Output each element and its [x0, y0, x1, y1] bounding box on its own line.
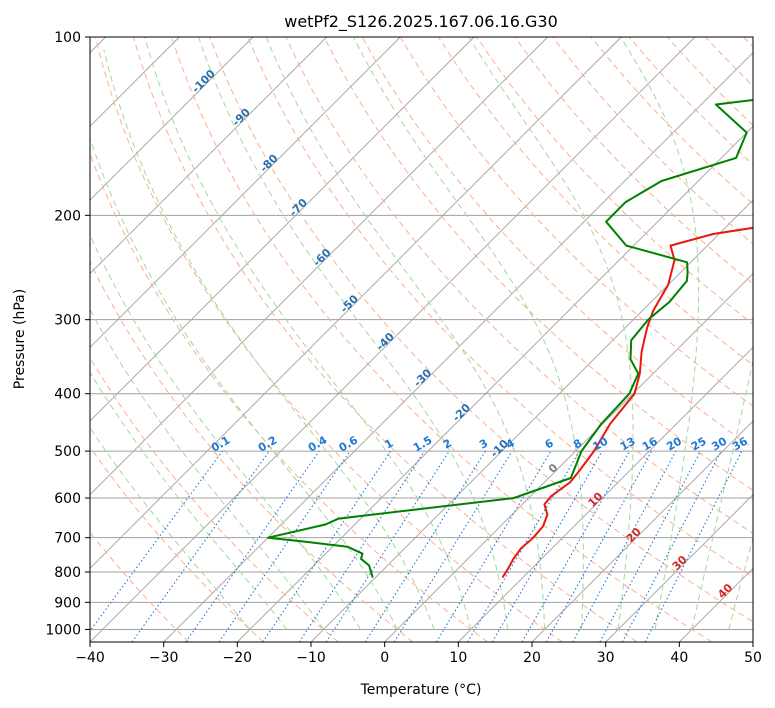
y-tick-label: 400: [54, 387, 81, 403]
sounding-profiles: [267, 99, 753, 578]
mixing-ratio-line: [435, 450, 552, 642]
isotherm-line: [90, 37, 475, 422]
moist-adiabat-line: [90, 233, 361, 630]
mixing-ratio-line: [491, 450, 603, 642]
moist-adiabat-line: [728, 536, 753, 630]
isotherm-line: [237, 125, 753, 642]
y-tick-label: 1000: [45, 622, 81, 638]
dry-adiabat-line: [171, 37, 712, 642]
moist-adiabat-line: [265, 37, 546, 630]
mixing-ratio-line: [185, 450, 320, 642]
isotherm-line: [90, 37, 327, 275]
moist-adiabat-line: [103, 49, 435, 630]
dry-adiabat-line: [247, 37, 753, 578]
x-tick-label: 50: [744, 650, 762, 666]
mixing-ratio-line: [325, 450, 450, 642]
y-tick-label: 600: [54, 491, 81, 507]
dry-adiabat-line: [209, 37, 753, 623]
x-tick-label: 20: [523, 650, 541, 666]
skewed-isotherms: [90, 37, 753, 642]
dry-adiabat-line: [285, 37, 753, 535]
moist-adiabat-line: [468, 37, 634, 630]
x-axis-label: Temperature (°C): [360, 682, 482, 698]
x-tick-label: 40: [670, 650, 688, 666]
dry-adiabat-line: [476, 37, 753, 325]
plot-frame: [89, 36, 754, 643]
moist-adiabat-line: [620, 37, 700, 630]
moist-adiabats: [90, 37, 753, 630]
dewpoint-profile-line: [267, 99, 753, 578]
y-tick-label: 200: [54, 208, 81, 224]
dry-adiabat-line: [132, 37, 638, 642]
mixing-ratio-lines: [90, 450, 743, 642]
mixing-ratio-line: [364, 450, 486, 642]
x-tick-label: 30: [597, 650, 615, 666]
moist-adiabat-line: [90, 426, 251, 630]
moist-adiabat-line: [198, 37, 509, 630]
temperature-profile-line: [501, 226, 753, 578]
moist-adiabat-line: [353, 37, 584, 630]
isotherm-line: [458, 346, 753, 642]
dry-adiabat-line: [94, 37, 563, 642]
dry-adiabat-line: [90, 356, 339, 642]
x-tick-label: 0: [380, 650, 389, 666]
moist-adiabat-line: [144, 37, 472, 630]
isotherm-line: [163, 52, 753, 642]
y-tick-label: 500: [54, 444, 81, 460]
isotherm-line: [90, 37, 696, 642]
chart-title: wetPf2_S126.2025.167.06.16.G30: [284, 12, 558, 32]
y-axis-ticks: 100 200 300 400 500 600 700 800 900 1000: [45, 30, 90, 638]
mixing-ratio-line: [572, 450, 677, 642]
isotherm-line: [531, 420, 753, 642]
mixing-ratio-line: [545, 450, 653, 642]
dry-adiabats: [90, 37, 753, 642]
x-tick-label: −10: [296, 650, 326, 666]
isotherm-line: [384, 273, 753, 642]
mixing-ratio-line: [467, 450, 580, 642]
x-tick-label: 10: [449, 650, 467, 666]
mixing-ratio-line: [521, 450, 630, 642]
moist-adiabat-line: [90, 136, 398, 630]
plot-area: 0.1 0.2 0.4 0.6 1 1.5 2 3 4 6 8 10 13 16 20 25 30 36-100-…: [90, 37, 753, 642]
dry-adiabat-line: [90, 260, 414, 642]
y-axis-label: Pressure (hPa): [12, 289, 28, 389]
isotherm-line: [605, 494, 753, 642]
dry-adiabat-line: [514, 37, 753, 285]
x-axis-ticks: −40 −30 −20 −10 0 10 20 30 40 50: [75, 642, 762, 666]
moist-adiabat-line: [90, 308, 325, 630]
y-tick-label: 900: [54, 595, 81, 611]
isotherm-line: [90, 37, 622, 569]
moist-adiabat-line: [691, 358, 753, 630]
x-tick-label: −20: [223, 650, 253, 666]
y-tick-label: 700: [54, 531, 81, 547]
dry-adiabat-line: [90, 446, 264, 642]
mixing-ratio-line: [393, 450, 513, 642]
isobar-gridlines: [90, 37, 753, 630]
isotherm-line: [90, 37, 401, 348]
moist-adiabat-line: [90, 371, 288, 630]
mixing-ratio-line: [218, 450, 351, 642]
x-tick-label: −30: [149, 650, 179, 666]
y-tick-label: 100: [54, 30, 81, 46]
isotherm-line: [90, 37, 254, 201]
x-tick-label: −40: [75, 650, 105, 666]
y-tick-label: 800: [54, 565, 81, 581]
isotherm-line: [90, 37, 548, 496]
y-tick-label: 300: [54, 313, 81, 329]
dry-adiabat-line: [323, 37, 753, 491]
